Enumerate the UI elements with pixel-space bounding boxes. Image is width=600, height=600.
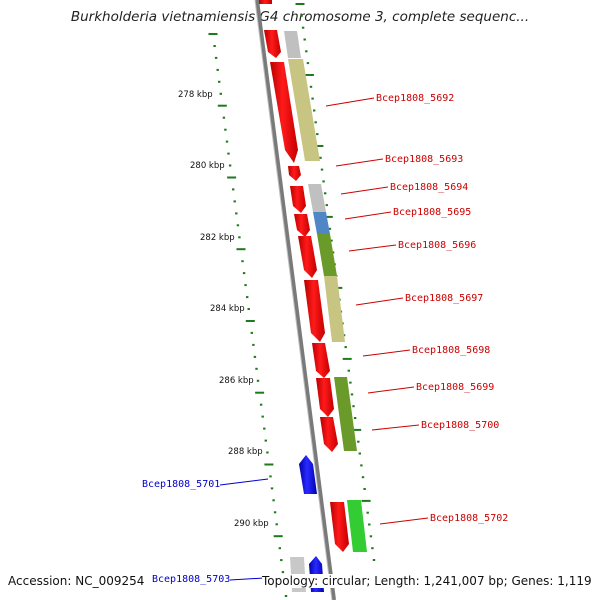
gene-label[interactable]: Bcep1808_5698 xyxy=(412,345,490,356)
feature-block[interactable] xyxy=(324,276,345,342)
gene-label[interactable]: Bcep1808_5696 xyxy=(398,240,476,251)
gene-arrow[interactable] xyxy=(288,166,301,181)
feature-block[interactable] xyxy=(308,184,326,212)
gene-arrow[interactable] xyxy=(290,186,306,213)
gene-arrow[interactable] xyxy=(259,0,272,4)
gene-labels: Bcep1808_5692 Bcep1808_5693 Bcep1808_569… xyxy=(142,93,508,585)
kbp-label: 278 kbp xyxy=(178,90,213,100)
chromosome-backbone xyxy=(255,0,336,600)
gene-arrow[interactable] xyxy=(316,378,334,417)
gene-label[interactable]: Bcep1808_5692 xyxy=(376,93,454,104)
backbone-highlight xyxy=(254,0,333,600)
gene-label[interactable]: Bcep1808_5697 xyxy=(405,293,483,304)
kbp-label: 288 kbp xyxy=(228,447,263,457)
feature-block[interactable] xyxy=(334,377,357,451)
topology-summary: Topology: circular; Length: 1,241,007 bp… xyxy=(262,574,592,588)
gene-arrow[interactable] xyxy=(294,214,310,237)
gene-label[interactable]: Bcep1808_5695 xyxy=(393,207,471,218)
gene-label[interactable]: Bcep1808_5703 xyxy=(152,574,230,585)
feature-block[interactable] xyxy=(288,59,320,161)
gene-label[interactable]: Bcep1808_5700 xyxy=(421,420,499,431)
gene-label[interactable]: Bcep1808_5694 xyxy=(390,182,468,193)
gene-arrow[interactable] xyxy=(270,62,298,163)
map-title: Burkholderia vietnamiensis G4 chromosome… xyxy=(70,9,530,25)
gene-arrow[interactable] xyxy=(264,30,281,58)
gene-track-forward xyxy=(259,0,349,552)
kbp-label: 286 kbp xyxy=(219,376,254,386)
kbp-label: 290 kbp xyxy=(234,519,269,529)
gene-arrow[interactable] xyxy=(298,236,317,278)
feature-block[interactable] xyxy=(317,234,337,276)
feature-block[interactable] xyxy=(313,212,330,234)
feature-block[interactable] xyxy=(347,500,367,552)
kbp-label: 284 kbp xyxy=(210,304,245,314)
accession-text: Accession: NC_009254 xyxy=(8,574,145,588)
gene-arrow[interactable] xyxy=(312,343,330,378)
gene-label[interactable]: Bcep1808_5693 xyxy=(385,154,463,165)
feature-block[interactable] xyxy=(284,31,301,58)
gene-arrow[interactable] xyxy=(299,455,317,494)
tick-track-right xyxy=(295,3,376,561)
callout-lines xyxy=(219,97,429,581)
kbp-label: 280 kbp xyxy=(190,161,225,171)
gene-arrow[interactable] xyxy=(330,502,349,552)
kbp-label: 282 kbp xyxy=(200,233,235,243)
gene-arrow[interactable] xyxy=(320,417,338,452)
gene-label[interactable]: Bcep1808_5701 xyxy=(142,479,220,490)
gene-arrow[interactable] xyxy=(304,280,325,342)
gene-label[interactable]: Bcep1808_5702 xyxy=(430,513,508,524)
gene-label[interactable]: Bcep1808_5699 xyxy=(416,382,494,393)
tick-track-left xyxy=(208,33,288,597)
